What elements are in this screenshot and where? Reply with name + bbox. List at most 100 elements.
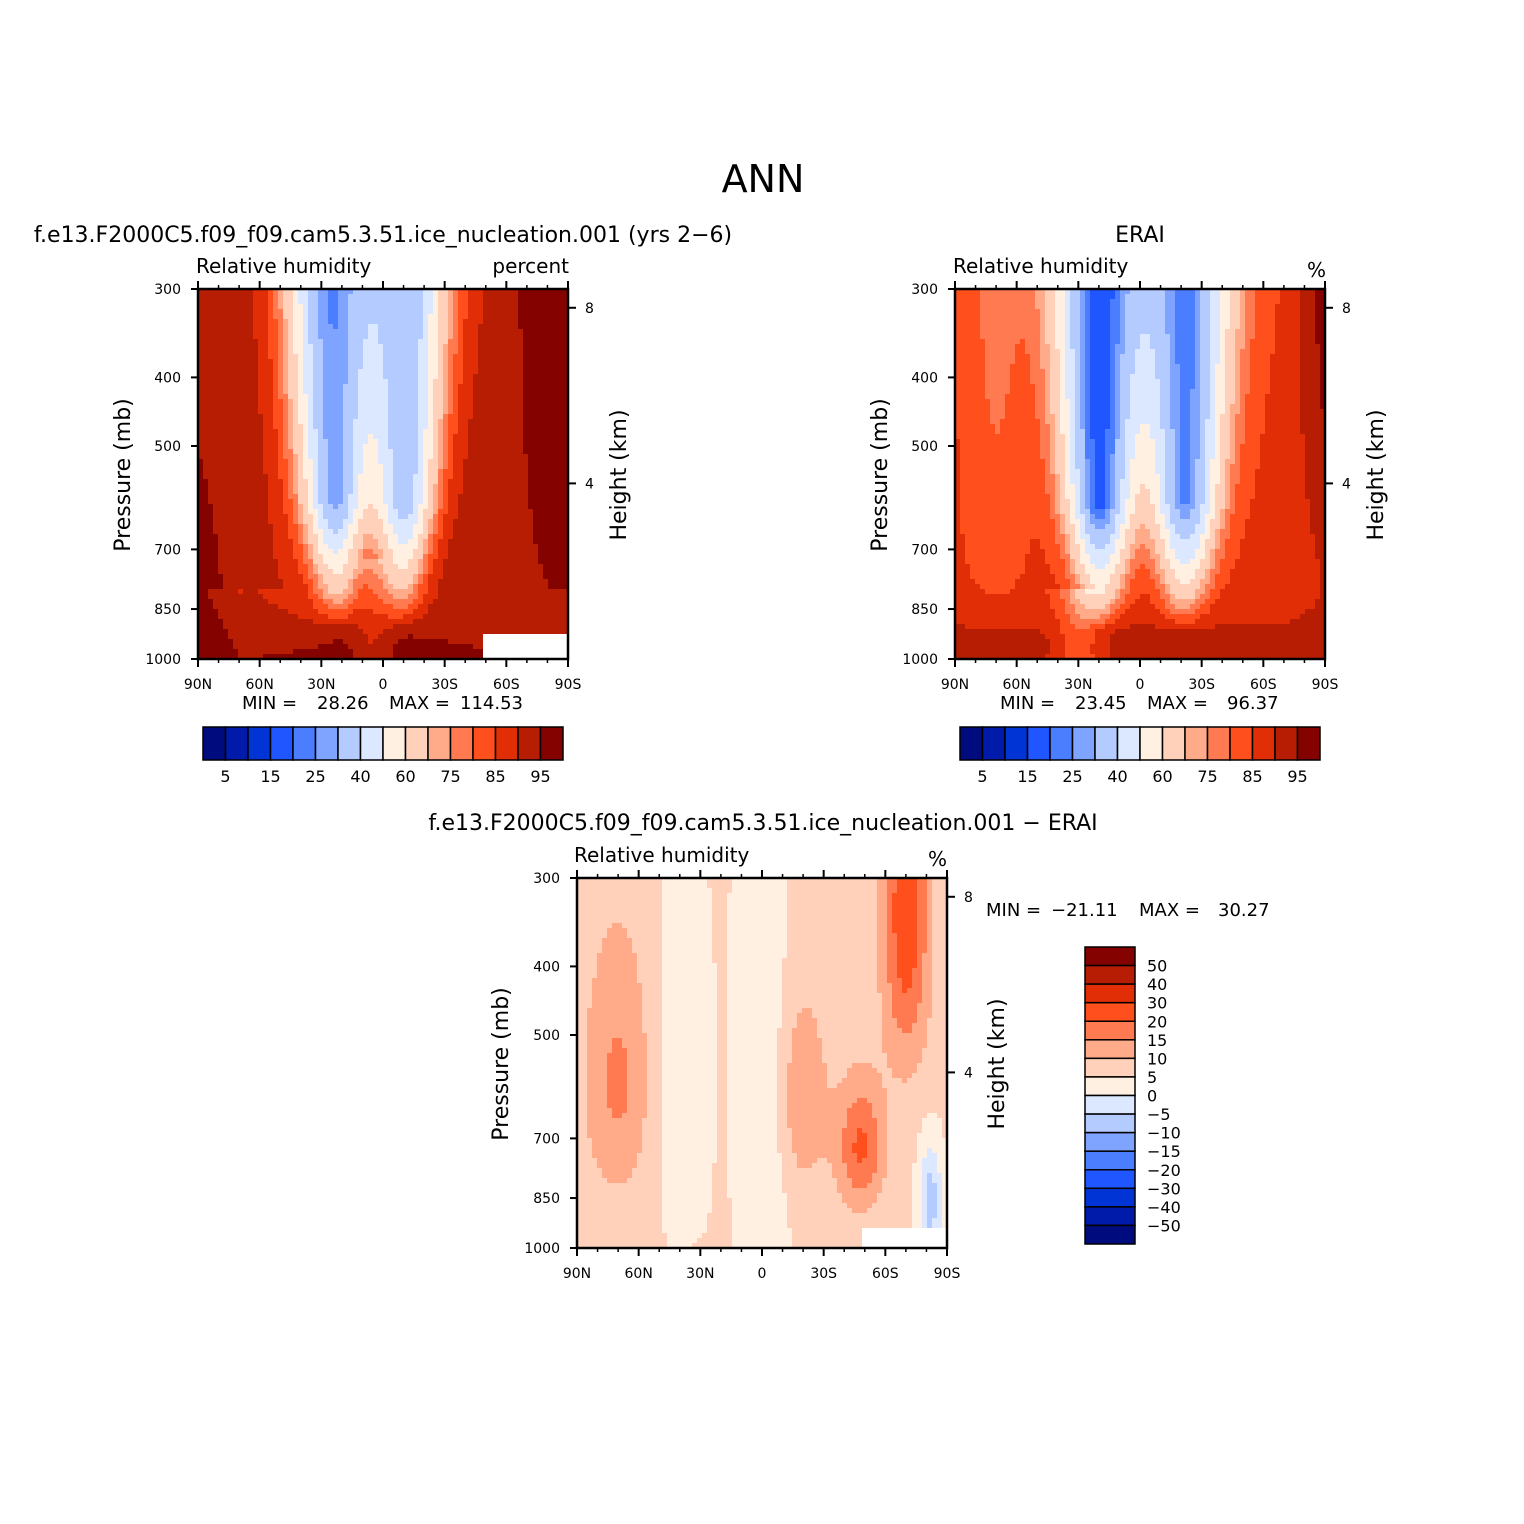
field-cell bbox=[413, 424, 419, 430]
field-cell bbox=[433, 604, 439, 610]
field-cell bbox=[543, 499, 549, 505]
field-cell bbox=[363, 519, 369, 525]
field-cell bbox=[558, 604, 564, 610]
field-cell bbox=[223, 434, 229, 440]
field-cell bbox=[288, 559, 294, 565]
field-cell bbox=[278, 604, 284, 610]
field-cell bbox=[363, 404, 369, 410]
field-cell bbox=[518, 464, 524, 470]
field-cell bbox=[543, 599, 549, 605]
field-cell bbox=[493, 529, 499, 535]
field-cell bbox=[368, 334, 374, 340]
field-cell bbox=[553, 304, 559, 310]
field-cell bbox=[273, 499, 279, 505]
field-cell bbox=[353, 599, 359, 605]
field-cell bbox=[448, 424, 454, 430]
field-cell bbox=[248, 469, 254, 475]
field-cell bbox=[518, 524, 524, 530]
field-cell bbox=[403, 599, 409, 605]
field-cell bbox=[533, 524, 539, 530]
field-cell bbox=[543, 454, 549, 460]
field-cell bbox=[228, 484, 234, 490]
field-cell bbox=[373, 364, 379, 370]
field-cell bbox=[528, 304, 534, 310]
field-cell bbox=[323, 609, 329, 615]
field-cell bbox=[203, 309, 209, 315]
field-cell bbox=[298, 479, 304, 485]
field-cell bbox=[428, 459, 434, 465]
field-cell bbox=[313, 459, 319, 465]
field-cell bbox=[293, 584, 299, 590]
field-cell bbox=[223, 304, 229, 310]
field-cell bbox=[528, 579, 534, 585]
field-cell bbox=[333, 579, 339, 585]
field-cell bbox=[498, 544, 504, 550]
field-cell bbox=[403, 539, 409, 545]
field-cell bbox=[418, 579, 424, 585]
field-cell bbox=[293, 439, 299, 445]
field-cell bbox=[508, 439, 514, 445]
field-cell bbox=[513, 589, 519, 595]
field-cell bbox=[248, 524, 254, 530]
field-cell bbox=[493, 314, 499, 320]
field-cell bbox=[253, 609, 259, 615]
field-cell bbox=[433, 459, 439, 465]
field-cell bbox=[348, 334, 354, 340]
field-cell bbox=[233, 314, 239, 320]
field-cell bbox=[313, 399, 319, 405]
field-cell bbox=[548, 524, 554, 530]
field-cell bbox=[508, 409, 514, 415]
field-cell bbox=[318, 414, 324, 420]
field-cell bbox=[358, 399, 364, 405]
field-cell bbox=[333, 504, 339, 510]
field-cell bbox=[348, 344, 354, 350]
field-cell bbox=[493, 479, 499, 485]
field-cell bbox=[303, 614, 309, 620]
field-cell bbox=[338, 384, 344, 390]
field-cell bbox=[543, 354, 549, 360]
field-cell bbox=[348, 514, 354, 520]
field-cell bbox=[313, 354, 319, 360]
field-cell bbox=[348, 389, 354, 395]
field-cell bbox=[533, 559, 539, 565]
field-cell bbox=[448, 474, 454, 480]
field-cell bbox=[223, 309, 229, 315]
field-cell bbox=[508, 399, 514, 405]
field-cell bbox=[533, 604, 539, 610]
field-cell bbox=[198, 404, 204, 410]
field-cell bbox=[373, 424, 379, 430]
field-cell bbox=[253, 309, 259, 315]
field-cell bbox=[393, 329, 399, 335]
field-cell bbox=[483, 609, 489, 615]
field-cell bbox=[288, 504, 294, 510]
field-cell bbox=[523, 429, 529, 435]
field-cell bbox=[433, 304, 439, 310]
field-cell bbox=[488, 384, 494, 390]
field-cell bbox=[243, 319, 249, 325]
field-cell bbox=[468, 564, 474, 570]
field-cell bbox=[498, 464, 504, 470]
field-cell bbox=[378, 304, 384, 310]
field-cell bbox=[443, 454, 449, 460]
field-cell bbox=[248, 354, 254, 360]
field-cell bbox=[528, 504, 534, 510]
field-cell bbox=[293, 309, 299, 315]
field-cell bbox=[333, 364, 339, 370]
field-cell bbox=[268, 344, 274, 350]
field-cell bbox=[298, 329, 304, 335]
field-cell bbox=[443, 354, 449, 360]
field-cell bbox=[408, 539, 414, 545]
field-cell bbox=[263, 364, 269, 370]
field-cell bbox=[268, 324, 274, 330]
field-cell bbox=[463, 464, 469, 470]
field-cell bbox=[293, 519, 299, 525]
field-cell bbox=[463, 524, 469, 530]
field-cell bbox=[468, 344, 474, 350]
field-cell bbox=[368, 509, 374, 515]
field-cell bbox=[243, 429, 249, 435]
field-cell bbox=[303, 384, 309, 390]
field-cell bbox=[348, 564, 354, 570]
field-cell bbox=[528, 334, 534, 340]
field-cell bbox=[263, 609, 269, 615]
field-cell bbox=[303, 599, 309, 605]
